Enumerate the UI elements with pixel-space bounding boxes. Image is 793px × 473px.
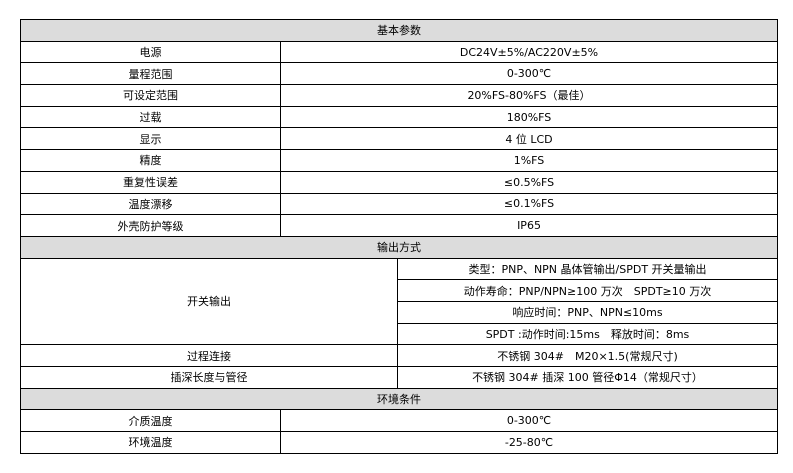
row-value: 20%FS-80%FS（最佳） [280,84,778,107]
row-label: 过载 [20,105,281,129]
table-row: 可设定范围 20%FS-80%FS（最佳） [20,84,778,107]
switch-output-value: 类型：PNP、NPN 晶体管输出/SPDT 开关量输出 [397,258,778,281]
row-label: 温度漂移 [20,192,281,216]
row-value: ≤0.1%FS [280,192,778,216]
row-value: 4 位 LCD [280,127,778,151]
row-label: 量程范围 [20,62,281,86]
table-row: 量程范围 0-300℃ [20,62,778,86]
row-label: 过程连接 [20,344,398,367]
row-value: 180%FS [280,105,778,129]
table-row: 温度漂移 ≤0.1%FS [20,192,778,216]
row-label: 外壳防护等级 [20,214,281,237]
row-value: 0-300℃ [280,409,778,433]
section-header-basic: 基本参数 [20,19,778,42]
table-row: 过载 180%FS [20,105,778,129]
output-table: 输出方式 开关输出 类型：PNP、NPN 晶体管输出/SPDT 开关量输出 动作… [20,236,778,389]
basic-params-table: 基本参数 电源 DC24V±5%/AC220V±5% 量程范围 0-300℃ 可设定范围… [20,19,778,237]
row-label: 电源 [20,40,281,64]
section-header-env: 环境条件 [20,388,778,411]
row-value: 不锈钢 304# 插深 100 管径Φ14（常规尺寸） [397,366,778,389]
row-label: 插深长度与管径 [20,366,398,389]
row-label: 重复性误差 [20,170,281,194]
switch-output-value: SPDT :动作时间:15ms 释放时间：8ms [397,323,778,346]
row-value: ≤0.5%FS [280,170,778,194]
row-value: 1%FS [280,149,778,172]
environment-table: 环境条件 介质温度 0-300℃ 环境温度 -25-80℃ [20,388,778,454]
row-label: 精度 [20,149,281,172]
row-label: 介质温度 [20,409,281,433]
switch-output-label: 开关输出 [20,258,398,346]
table-row: 外壳防护等级 IP65 [20,214,778,237]
table-row: 电源 DC24V±5%/AC220V±5% [20,40,778,64]
section-header-output: 输出方式 [20,236,778,259]
switch-output-value: 动作寿命：PNP/NPN≥100 万次 SPDT≥10 万次 [397,279,778,302]
row-value: DC24V±5%/AC220V±5% [280,40,778,64]
table-row: 显示 4 位 LCD [20,127,778,151]
row-value: -25-80℃ [280,431,778,454]
row-label: 环境温度 [20,431,281,454]
row-value: 0-300℃ [280,62,778,86]
switch-output-value: 响应时间：PNP、NPN≤10ms [397,301,778,324]
table-row: 精度 1%FS [20,149,778,172]
table-row: 重复性误差 ≤0.5%FS [20,170,778,194]
spec-table: 基本参数 电源 DC24V±5%/AC220V±5% 量程范围 0-300℃ 可设定范围… [20,19,778,454]
row-value: IP65 [280,214,778,237]
row-value: 不锈钢 304# M20×1.5(常规尺寸) [397,344,778,367]
row-label: 显示 [20,127,281,151]
row-label: 可设定范围 [20,84,281,107]
